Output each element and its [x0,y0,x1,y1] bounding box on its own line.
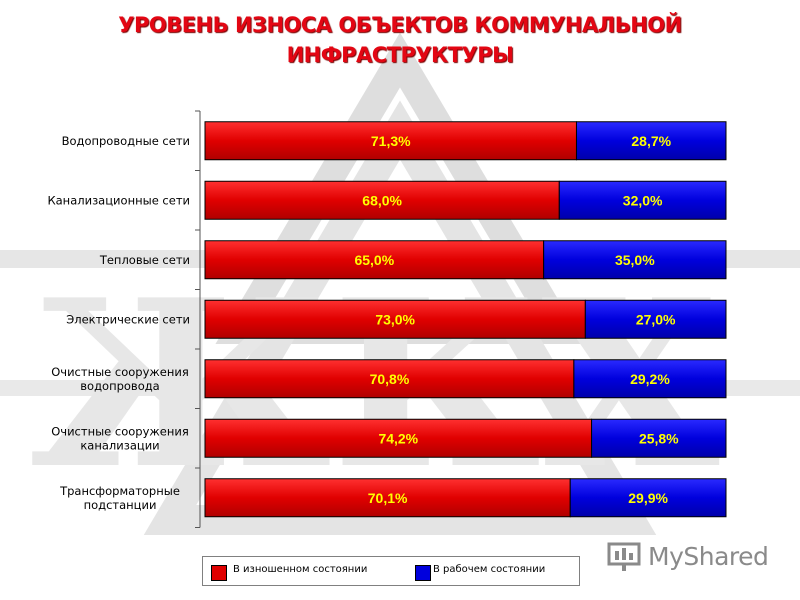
bar-worn-3 [204,299,586,339]
bar-worn-4 [204,359,575,399]
data-label-worn-1: 68,0% [362,192,402,208]
data-label-worn-6: 70,1% [368,490,408,506]
bar-worn-1 [204,180,560,220]
presentation-icon [607,542,641,571]
bar-worn-6 [204,478,571,518]
data-label-working-2: 35,0% [615,252,655,268]
bar-working-6 [569,478,727,518]
legend-label-worn: В изношенном состоянии [233,564,368,575]
bar-working-5 [591,418,727,458]
legend-label-working: В рабочем состоянии [433,564,546,575]
data-label-worn-5: 74,2% [378,430,418,446]
data-label-working-1: 32,0% [623,192,663,208]
category-label-4: Очистные сооружения водопровода [51,365,189,393]
bar-working-4 [573,359,727,399]
category-label-5: Очистные сооружения канализации [51,424,189,452]
bar-working-3 [584,299,727,339]
myshared-logo: MyShared [606,540,776,574]
bar-worn-0 [204,121,577,161]
chart-title-line-1: УРОВЕНЬ ИЗНОСА ОБЪЕКТОВ КОММУНАЛЬНОЙ [118,13,682,37]
category-label-6: Трансформаторные подстанции [59,484,180,512]
chart-title-line-2: ИНФРАСТРУКТУРЫ [286,43,514,67]
data-label-worn-2: 65,0% [354,252,394,268]
data-label-working-5: 25,8% [639,430,679,446]
category-label-3: Электрические сети [66,312,190,326]
bar-worn-2 [204,240,545,280]
bar-working-1 [558,180,727,220]
legend-swatch-worn [211,565,227,581]
data-label-worn-0: 71,3% [371,133,411,149]
category-label-0: Водопроводные сети [62,134,190,148]
data-label-working-0: 28,7% [631,133,671,149]
logo-text: MyShared [648,542,769,571]
legend-swatch-working [415,565,431,581]
data-label-working-6: 29,9% [628,490,668,506]
category-label-1: Канализационные сети [47,193,190,207]
data-label-worn-3: 73,0% [375,311,415,327]
data-label-worn-4: 70,8% [370,371,410,387]
chart-title: УРОВЕНЬ ИЗНОСА ОБЪЕКТОВ КОММУНАЛЬНОЙ ИНФ… [0,10,800,70]
data-label-working-4: 29,2% [630,371,670,387]
bar-working-2 [543,240,727,280]
bar-working-0 [575,121,727,161]
category-label-2: Тепловые сети [99,253,190,267]
legend: В изношенном состоянии В рабочем состоян… [202,556,580,586]
data-label-working-3: 27,0% [636,311,676,327]
